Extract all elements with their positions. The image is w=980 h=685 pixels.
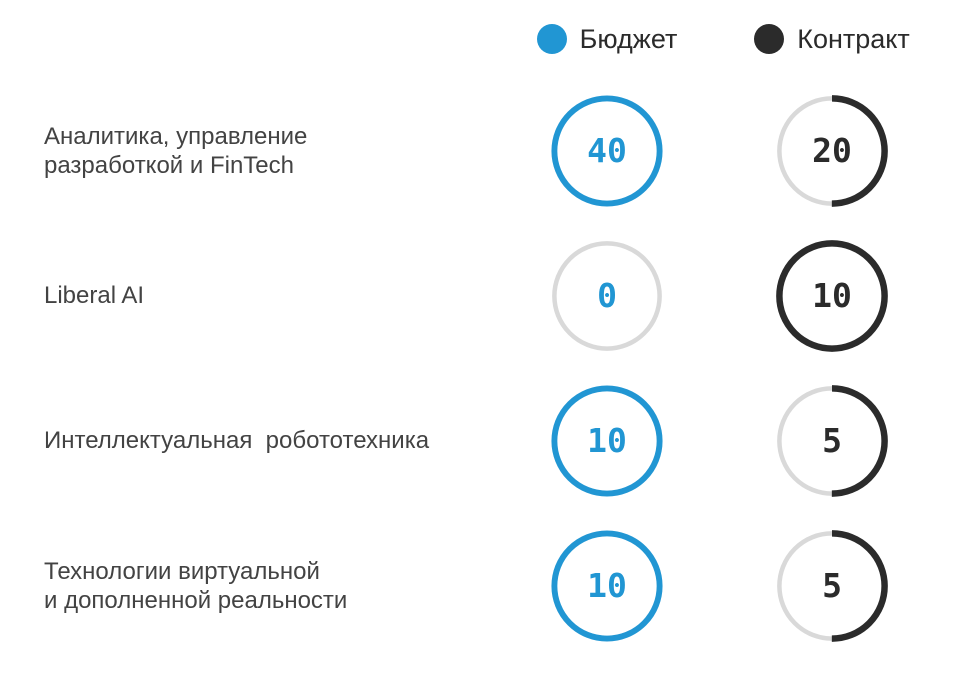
budget-dot-icon xyxy=(536,24,567,54)
row-label-line: Интеллектуальная робототехника xyxy=(44,427,430,454)
contract-ring: 5 xyxy=(773,382,891,500)
legend-budget-label: Бюджет xyxy=(579,23,678,54)
budget-value: 0 xyxy=(597,276,617,315)
row-label-line: и дополненной реальности xyxy=(44,586,348,614)
contract-value: 5 xyxy=(822,566,842,605)
budget-value: 40 xyxy=(587,131,627,170)
ring-svg xyxy=(776,239,888,352)
legend-item-budget: Бюджет xyxy=(512,0,702,78)
row-label-robotics: Интеллектуальная робототехника xyxy=(0,368,512,513)
ring-svg xyxy=(776,384,888,497)
contract-ring: 10 xyxy=(773,237,891,355)
budget-cell: 10 xyxy=(512,513,702,658)
row-label-liberal-ai: Liberal AI xyxy=(0,223,512,368)
contract-value: 10 xyxy=(812,276,852,315)
budget-cell: 0 xyxy=(512,223,702,368)
contract-value: 20 xyxy=(812,131,852,170)
row-label-line: разработкой и FinTech xyxy=(44,151,294,179)
legend-contract-label: Контракт xyxy=(797,23,910,54)
row-label-line: Аналитика, управление xyxy=(44,122,308,150)
budget-cell: 40 xyxy=(512,78,702,223)
row-label-line: Liberal AI xyxy=(44,282,145,309)
budget-ring: 10 xyxy=(548,382,666,500)
row-label-vr-ar: Технологии виртуальной и дополненной реа… xyxy=(0,513,512,658)
row-label-line: Технологии виртуальной xyxy=(44,557,320,585)
contract-cell: 5 xyxy=(737,513,927,658)
contract-ring: 5 xyxy=(773,527,891,645)
contract-cell: 5 xyxy=(737,368,927,513)
ring-svg xyxy=(552,240,662,351)
budget-ring: 40 xyxy=(548,92,666,210)
ring-svg xyxy=(551,94,663,207)
row-label-analytics: Аналитика, управление разработкой и FinT… xyxy=(0,78,512,223)
budget-cell: 10 xyxy=(512,368,702,513)
budget-ring: 10 xyxy=(548,527,666,645)
contract-dot-icon xyxy=(754,24,785,54)
legend-item-contract: Контракт xyxy=(737,0,927,78)
contract-cell: 20 xyxy=(737,78,927,223)
ring-svg xyxy=(551,529,663,642)
budget-value: 10 xyxy=(587,566,627,605)
ring-svg xyxy=(551,384,663,497)
contract-cell: 10 xyxy=(737,223,927,368)
contract-ring: 20 xyxy=(773,92,891,210)
contract-value: 5 xyxy=(822,421,842,460)
budget-ring: 0 xyxy=(548,237,666,355)
ring-svg xyxy=(776,529,888,642)
budget-value: 10 xyxy=(587,421,627,460)
ring-svg xyxy=(776,94,888,207)
